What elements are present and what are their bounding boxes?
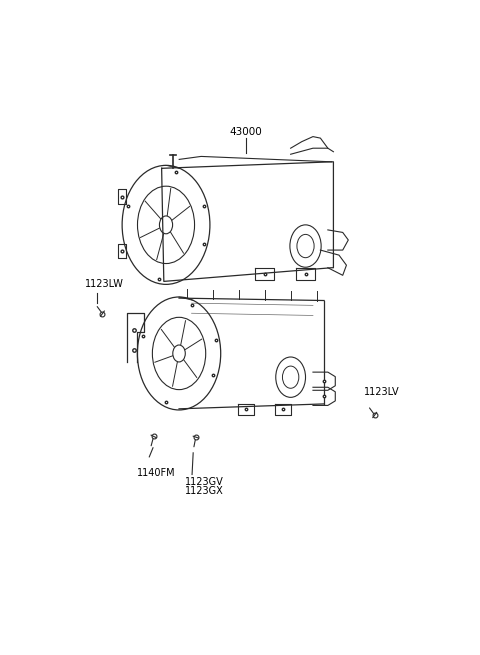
Text: 1123LV: 1123LV xyxy=(364,387,400,398)
Text: 1123LW: 1123LW xyxy=(85,280,124,290)
Text: 1123GX: 1123GX xyxy=(185,486,223,496)
Text: 43000: 43000 xyxy=(229,126,263,137)
Text: 1123GV: 1123GV xyxy=(185,477,223,487)
Text: 1140FM: 1140FM xyxy=(137,468,176,478)
